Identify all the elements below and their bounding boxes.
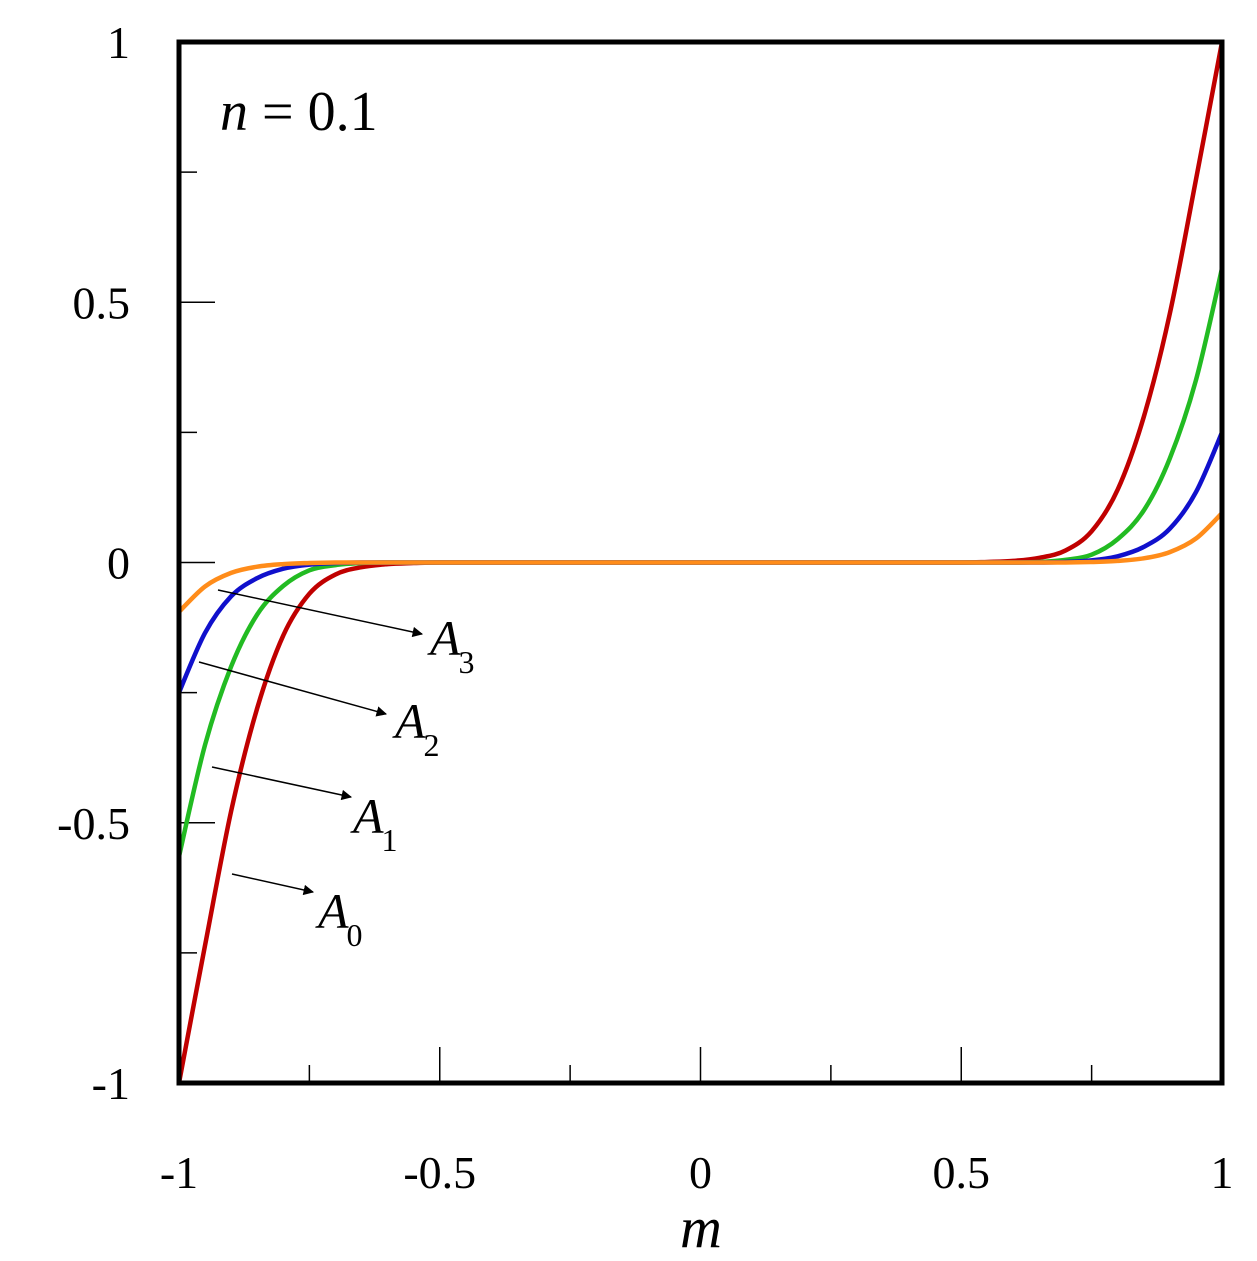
x-tick-labels: -1 -0.5 0 0.5 1 xyxy=(160,1147,1234,1198)
annotation-arrow-a1 xyxy=(211,766,353,801)
plot-frame xyxy=(176,39,1225,1086)
annotation-arrow-a3 xyxy=(217,589,424,638)
series-annotations: A0 A1 A2 A3 xyxy=(198,589,475,953)
series-line-a3 xyxy=(176,510,1225,615)
x-axis-label: m xyxy=(680,1195,722,1260)
x-tick-label: -0.5 xyxy=(403,1147,476,1198)
x-tick-label: 0 xyxy=(689,1147,712,1198)
series-label-a0: A0 xyxy=(315,883,363,953)
y-tick-label: -1 xyxy=(92,1058,130,1109)
series-label-a2: A2 xyxy=(392,693,440,763)
y-tick-label: 1 xyxy=(107,17,130,68)
x-tick-label: 1 xyxy=(1211,1147,1234,1198)
major-ticks xyxy=(179,301,962,1083)
x-tick-label: 0.5 xyxy=(933,1147,991,1198)
parameter-variable: n xyxy=(220,81,248,143)
x-tick-label: -1 xyxy=(160,1147,198,1198)
series-group xyxy=(176,39,1225,1086)
y-tick-label: 0 xyxy=(107,538,130,589)
series-label-a1: A1 xyxy=(350,788,398,858)
annotation-arrow-a0 xyxy=(231,873,315,896)
parameter-annotation: n = 0.1 xyxy=(220,81,378,143)
series-label-a3: A3 xyxy=(427,610,475,680)
minor-ticks xyxy=(179,171,1093,1083)
parameter-value: 0.1 xyxy=(308,81,378,143)
y-tick-label: 0.5 xyxy=(73,277,131,328)
y-tick-labels: -1 -0.5 0 0.5 1 xyxy=(57,17,130,1109)
annotation-arrow-a2 xyxy=(198,661,388,717)
y-tick-label: -0.5 xyxy=(57,798,130,849)
parameter-operator: = xyxy=(262,81,294,143)
